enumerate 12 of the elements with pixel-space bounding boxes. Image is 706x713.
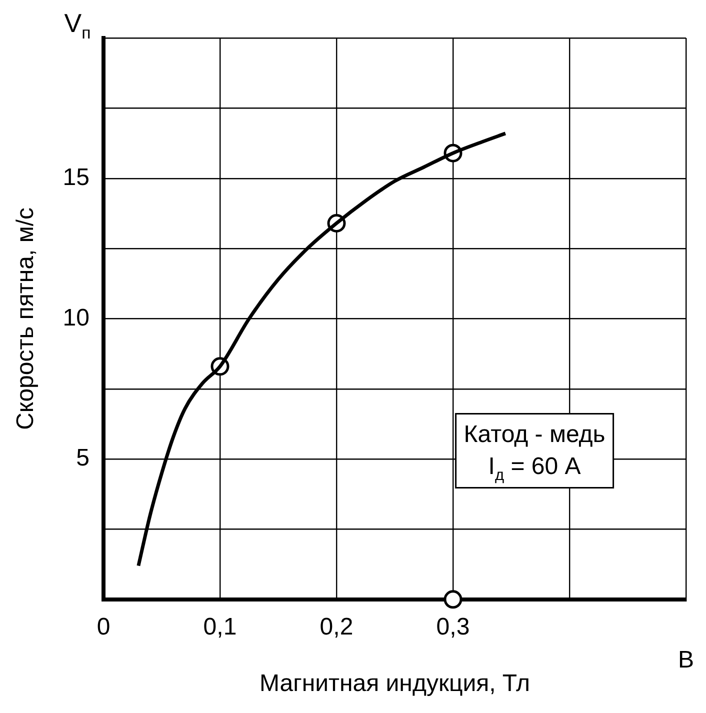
x-tick-label: 0,2 — [320, 613, 354, 640]
text: B — [678, 646, 694, 674]
y-tick-label: 10 — [62, 304, 90, 332]
x-tick-label: 0,1 — [203, 613, 237, 640]
annotation: Катод - медь — [464, 420, 606, 448]
y-tick-label: 5 — [76, 444, 90, 472]
y-axis-title: Скорость пятна, м/с — [12, 207, 40, 430]
y-tick-label: 15 — [62, 164, 90, 191]
x-axis-title: Магнитная индукция, Тл — [259, 670, 530, 698]
x-tick-label: 0 — [96, 613, 110, 640]
x-tick-label: 0,3 — [436, 613, 470, 640]
point — [444, 590, 462, 609]
